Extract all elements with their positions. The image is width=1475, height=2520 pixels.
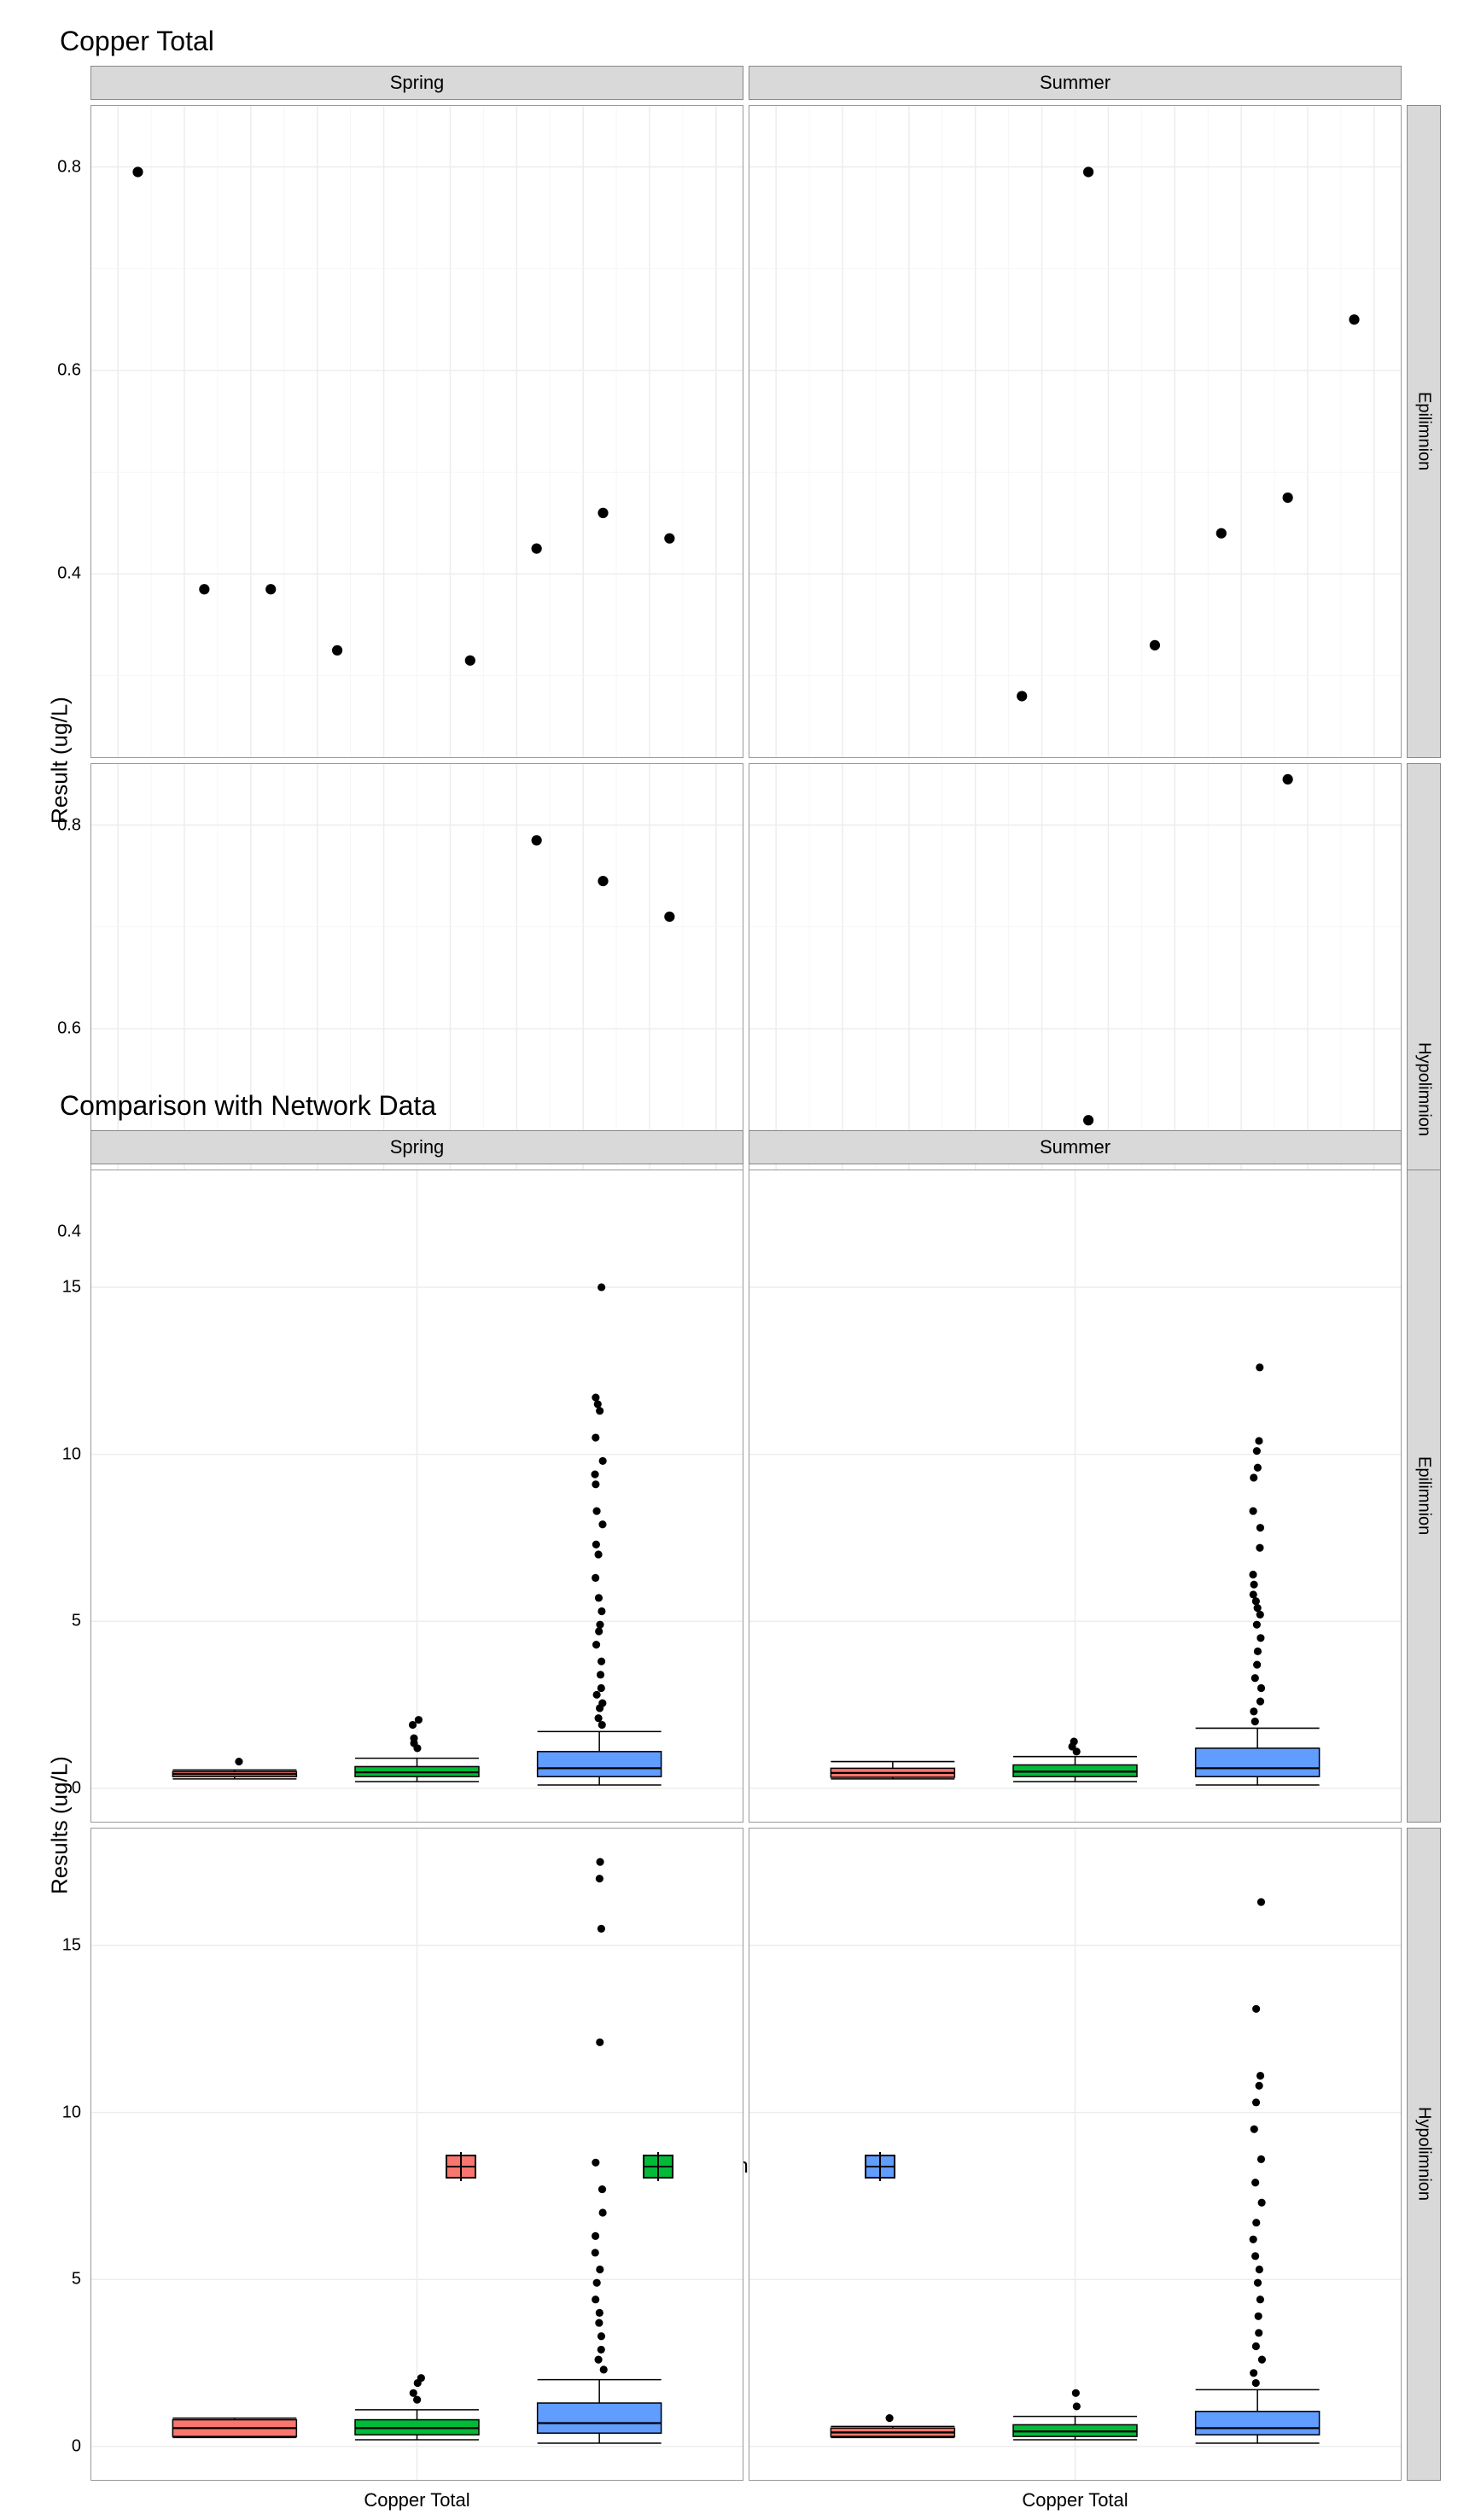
- box-title: Comparison with Network Data: [60, 1090, 1441, 1122]
- y-ticks: 0.80.60.4: [44, 106, 86, 757]
- scatter-chart-block: Copper Total Spring Summer Result (ug/L)…: [34, 26, 1441, 1056]
- y-ticks: 051015: [44, 1829, 86, 2480]
- row-strip-epi2: Epilimnion: [1407, 1170, 1441, 1823]
- box-chart-block: Comparison with Network Data Spring Summ…: [34, 1090, 1441, 2120]
- row-strip-epi: Epilimnion: [1407, 105, 1441, 758]
- y-ticks: 051015: [44, 1170, 86, 1822]
- col-strip-spring2: Spring: [90, 1130, 743, 1164]
- legend-key-icon: [446, 2155, 476, 2179]
- legend-key-icon: [643, 2155, 673, 2179]
- col-strip-spring: Spring: [90, 66, 743, 100]
- col-strip-summer: Summer: [749, 66, 1402, 100]
- x-label: Copper Total: [749, 2486, 1402, 2520]
- x-label: Copper Total: [90, 2486, 743, 2520]
- legend-key-icon: [865, 2155, 895, 2179]
- col-strip-summer2: Summer: [749, 1130, 1402, 1164]
- boxpanel-summer-hypo: [749, 1828, 1402, 2481]
- box-facet-grid: Spring Summer Results (ug/L) 051015 Epil…: [34, 1130, 1441, 2120]
- scatter-facet-grid: Spring Summer Result (ug/L) 0.80.60.4 Ep…: [34, 66, 1441, 1056]
- panel-summer-epi: [749, 105, 1402, 758]
- panel-spring-epi: 0.80.60.4: [90, 105, 743, 758]
- boxpanel-spring-epi: 051015: [90, 1170, 743, 1823]
- scatter-title: Copper Total: [60, 26, 1441, 57]
- row-strip-hypo2: Hypolimnion: [1407, 1828, 1441, 2481]
- boxpanel-summer-epi: [749, 1170, 1402, 1823]
